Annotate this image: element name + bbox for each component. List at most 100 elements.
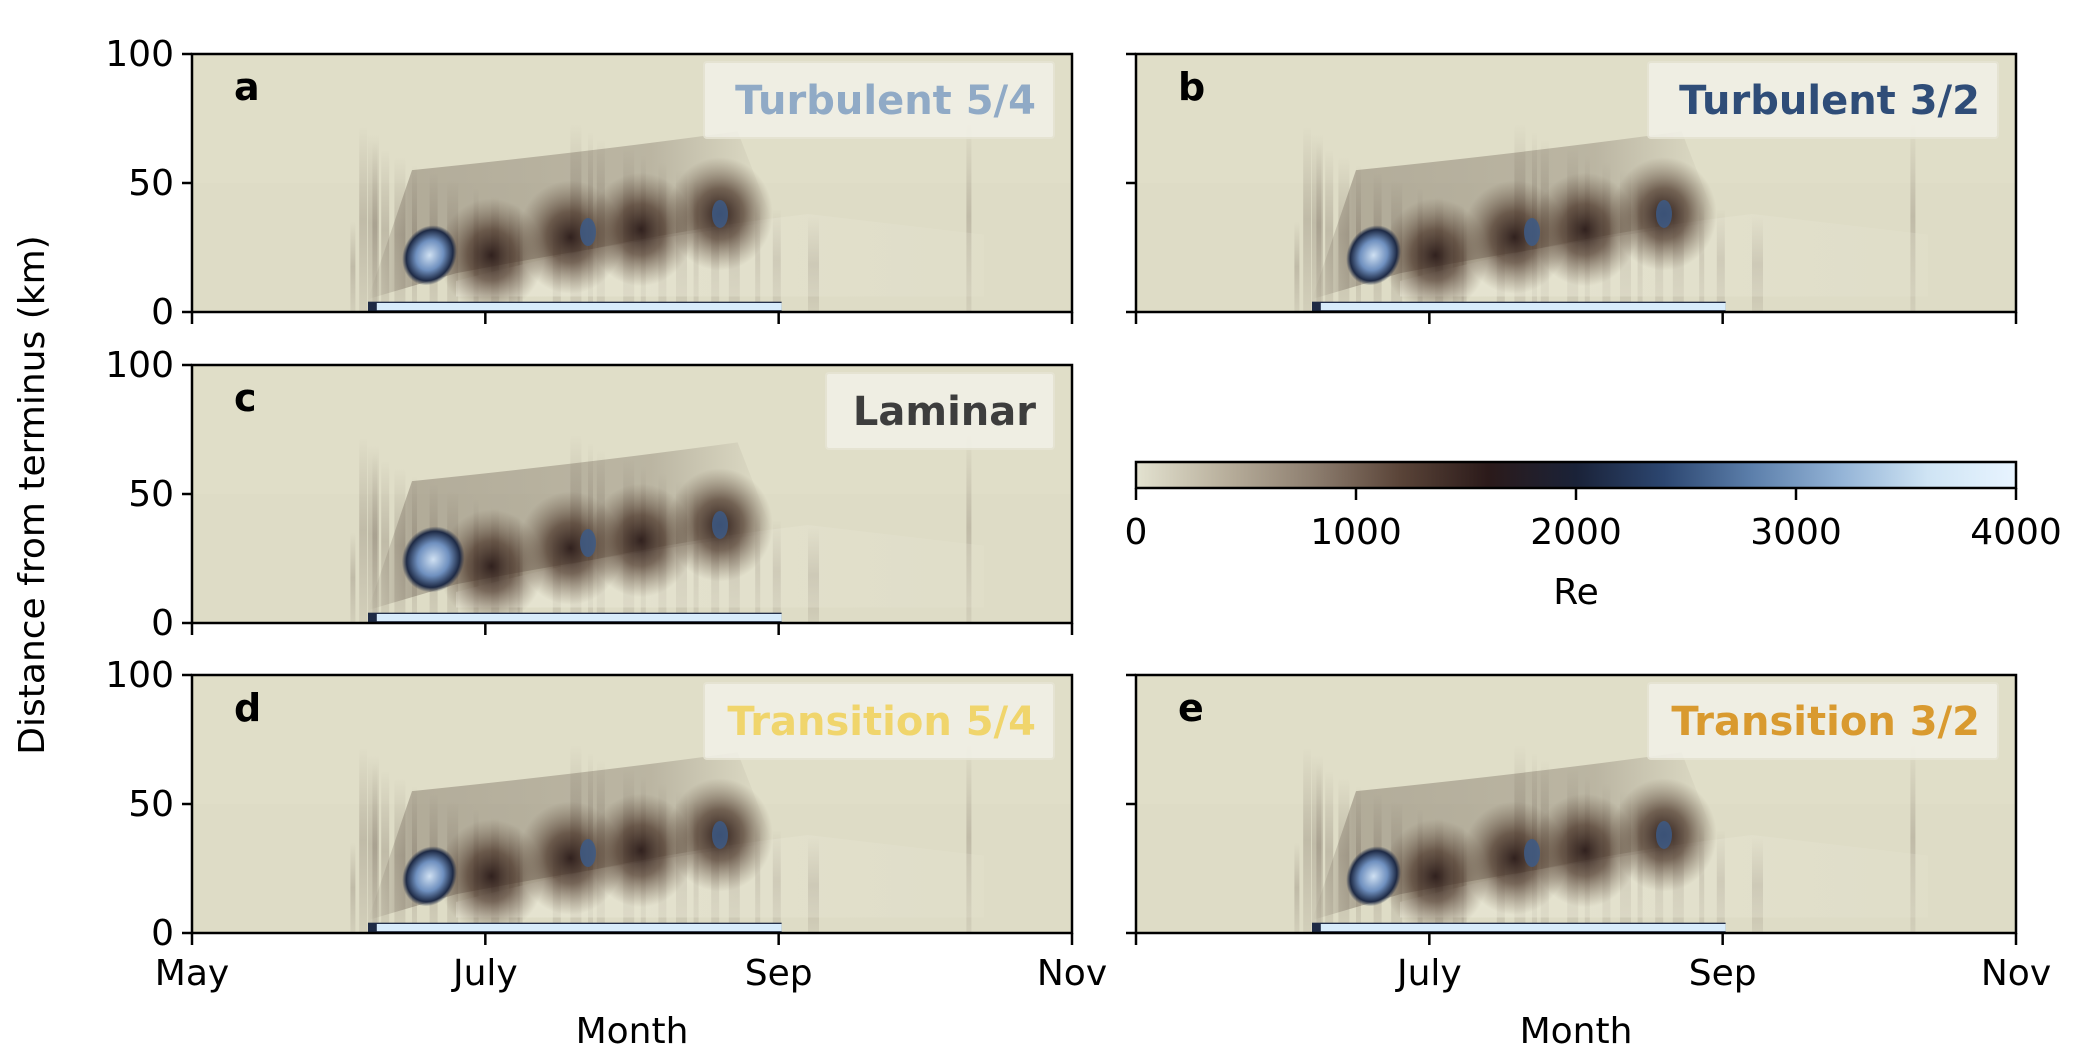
colorbar-tick-label: 3000 (1750, 512, 1842, 553)
x-axis-title: Month (1520, 1011, 1633, 1050)
blue-spot (712, 820, 728, 849)
y-tick-label: 0 (151, 913, 174, 954)
dark-blob (588, 483, 694, 598)
high-re-blob (1346, 225, 1402, 286)
streak (350, 842, 356, 933)
high-re-blob (401, 526, 465, 593)
blue-spot (1524, 839, 1540, 868)
y-tick-label: 100 (105, 655, 174, 696)
dark-blob (438, 819, 544, 933)
blue-spot (712, 510, 728, 539)
streak (1316, 762, 1322, 933)
x-tick-label: May (155, 953, 229, 994)
streak (966, 742, 972, 933)
streak (381, 149, 390, 312)
blue-spot (580, 529, 596, 558)
title-box (1647, 682, 1999, 760)
streak (372, 141, 378, 312)
streak (350, 221, 356, 312)
streak (1294, 842, 1300, 933)
colorbar-tick-label: 4000 (1970, 512, 2062, 553)
colorbar-tick-label: 1000 (1310, 512, 1402, 553)
title-box (703, 61, 1055, 139)
streak (381, 770, 390, 933)
streak (1325, 770, 1334, 933)
streak (1910, 742, 1916, 933)
dark-blob (1532, 793, 1638, 908)
streak (1294, 221, 1300, 312)
panel-letter: c (234, 376, 257, 420)
panels-layer: 0 50 100 a Turbulent 5/4 b Turbulent 3/2 0 50 100… (105, 34, 2051, 1050)
streak (1910, 121, 1916, 312)
streak (359, 747, 368, 933)
y-tick-label: 50 (128, 474, 174, 515)
x-axis-title: Month (576, 1011, 689, 1050)
dark-blob (588, 172, 694, 287)
blue-spot (1656, 820, 1672, 849)
dark-blob (1382, 819, 1488, 933)
y-tick-label: 0 (151, 292, 174, 333)
dark-blob (438, 509, 544, 623)
y-tick-label: 50 (128, 163, 174, 204)
panel-e: July Sep Nov Month e Transition 3/2 (1126, 673, 2051, 1050)
panel-letter: e (1178, 686, 1204, 730)
blue-spot (1656, 199, 1672, 228)
x-tick-label: Nov (1037, 953, 1107, 994)
panel-title: Transition 5/4 (727, 699, 1036, 745)
streak (359, 437, 368, 623)
terminus-strip (1320, 923, 1726, 932)
ylabel-layer: Distance from terminus (km) (12, 235, 53, 754)
title-box (1647, 61, 1999, 139)
y-tick-label: 50 (128, 784, 174, 825)
panel-letter: d (234, 686, 261, 730)
streak (1303, 747, 1312, 933)
blue-spot (1524, 218, 1540, 247)
streak (1316, 141, 1322, 312)
y-axis-title: Distance from terminus (km) (12, 235, 53, 754)
x-tick-label: Sep (1689, 953, 1757, 994)
y-tick-label: 0 (151, 603, 174, 644)
streak (372, 452, 378, 623)
terminus-strip (376, 613, 782, 622)
title-box (825, 372, 1055, 450)
heatmap-d (192, 675, 1072, 933)
streak (966, 432, 972, 623)
blue-spot (580, 839, 596, 868)
high-re-blob (1346, 846, 1402, 907)
panel-letter: b (1178, 65, 1205, 109)
streak (1325, 149, 1334, 312)
panel-title: Turbulent 5/4 (735, 78, 1036, 124)
streak (381, 460, 390, 623)
streak (1303, 126, 1312, 312)
x-tick-label: July (451, 953, 518, 994)
colorbar-label: Re (1553, 572, 1599, 613)
panel-c: 0 50 100 c Laminar (105, 345, 1074, 644)
colorbar: 0 1000 2000 3000 4000 Re (1125, 460, 2062, 613)
terminus-strip (376, 302, 782, 311)
panel-b: b Turbulent 3/2 (1126, 52, 2018, 324)
x-tick-label: July (1395, 953, 1462, 994)
high-re-blob (402, 846, 458, 907)
y-tick-label: 100 (105, 34, 174, 75)
streak (372, 762, 378, 933)
panel-title: Turbulent 3/2 (1679, 78, 1980, 124)
high-re-blob (402, 225, 458, 286)
dark-blob (1532, 172, 1638, 287)
colorbar-tick-label: 0 (1125, 512, 1148, 553)
dark-blob (438, 198, 544, 312)
panel-a: 0 50 100 a Turbulent 5/4 (105, 34, 1074, 333)
terminus-strip (1320, 302, 1726, 311)
y-tick-label: 100 (105, 345, 174, 386)
x-tick-label: Nov (1981, 953, 2051, 994)
x-tick-label: Sep (745, 953, 813, 994)
dark-blob (588, 793, 694, 908)
colorbar-tick-label: 2000 (1530, 512, 1622, 553)
panel-title: Laminar (853, 389, 1036, 435)
dark-blob (1382, 198, 1488, 312)
title-box (703, 682, 1055, 760)
colorbar-strip (1134, 460, 2018, 490)
streak (966, 121, 972, 312)
terminus-strip (376, 923, 782, 932)
streak (350, 532, 356, 623)
